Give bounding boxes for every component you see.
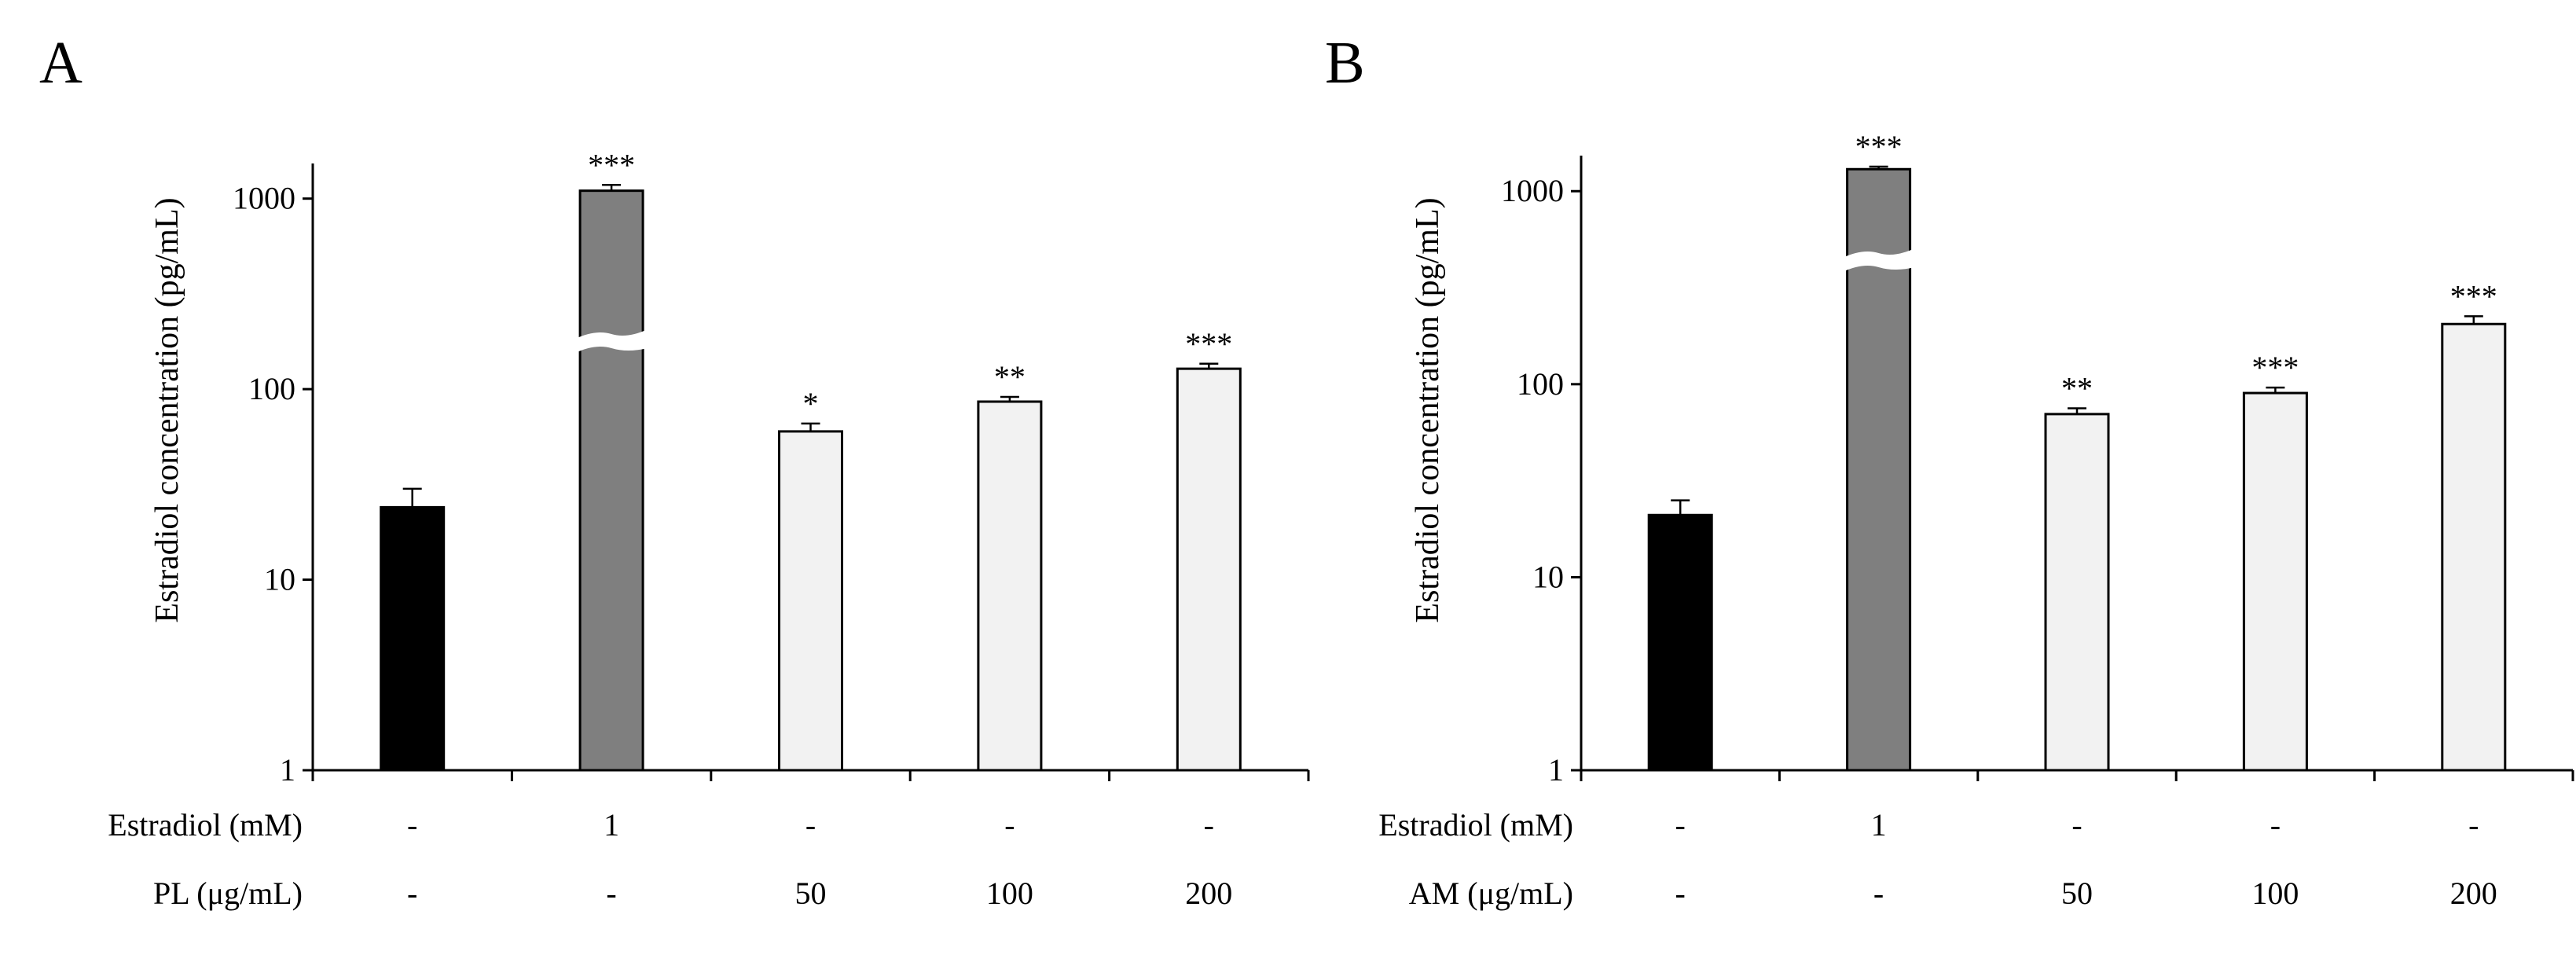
condition-value: - [2270, 807, 2281, 843]
panel-letter-b: B [1325, 30, 1365, 96]
significance-stars: *** [1855, 129, 1903, 164]
condition-label-estradiol-a: Estradiol (mM) [108, 807, 303, 843]
chart-panel-a: A Estradiol concentration (pg/mL) Estrad… [39, 30, 1310, 911]
significance-stars: *** [588, 147, 635, 182]
significance-stars: *** [2251, 350, 2299, 385]
y-tick-label: 1000 [233, 181, 295, 216]
condition-value: 200 [1185, 876, 1232, 911]
condition-value: - [2071, 807, 2082, 843]
condition-value: 1 [604, 807, 619, 843]
y-axis-label-b: Estradiol concentration (pg/mL) [1410, 197, 1446, 622]
panel-letter-a: A [39, 30, 83, 96]
y-axis-label-a: Estradiol concentration (pg/mL) [149, 197, 185, 622]
bar [1647, 513, 1713, 772]
chart-panel-b: B Estradiol concentration (pg/mL) Estrad… [1325, 30, 2574, 911]
y-tick-label: 100 [248, 371, 295, 406]
condition-value: 1 [1871, 807, 1887, 843]
condition-value: - [407, 876, 417, 911]
significance-stars: ** [2061, 371, 2093, 406]
condition-value: - [1675, 807, 1686, 843]
axis-break-mark [575, 329, 648, 353]
condition-label-estradiol-b: Estradiol (mM) [1378, 807, 1573, 843]
condition-value: 100 [2251, 876, 2299, 911]
condition-value: - [1873, 876, 1884, 911]
condition-value: - [407, 807, 417, 843]
condition-value: 50 [795, 876, 827, 911]
condition-label-pl: PL (μg/mL) [153, 876, 303, 911]
condition-value: 100 [986, 876, 1033, 911]
bar [977, 400, 1043, 772]
y-tick-label: 1 [280, 752, 295, 788]
condition-value: - [805, 807, 816, 843]
condition-label-am: AM (μg/mL) [1409, 876, 1573, 911]
condition-value: - [1675, 876, 1686, 911]
bar [778, 430, 843, 772]
y-tick-label: 1000 [1501, 173, 1564, 208]
y-tick-label: 100 [1517, 366, 1564, 402]
y-tick-label: 10 [1532, 559, 1564, 594]
significance-stars: *** [2450, 278, 2497, 314]
axis-break-mark [1842, 248, 1915, 272]
y-tick-label: 10 [264, 562, 295, 597]
condition-value: - [606, 876, 616, 911]
bar [1176, 367, 1242, 772]
condition-value: - [2468, 807, 2479, 843]
significance-stars: * [803, 386, 819, 421]
condition-value: 200 [2450, 876, 2497, 911]
condition-value: 50 [2061, 876, 2093, 911]
bar [2044, 413, 2110, 772]
y-tick-label: 1 [1548, 752, 1564, 788]
bar [2242, 391, 2308, 772]
bar [2441, 322, 2507, 772]
bar [380, 505, 446, 772]
condition-value: - [1204, 807, 1214, 843]
condition-value: - [1004, 807, 1015, 843]
significance-stars: ** [994, 359, 1026, 395]
bar [578, 189, 644, 772]
significance-stars: *** [1185, 326, 1232, 362]
